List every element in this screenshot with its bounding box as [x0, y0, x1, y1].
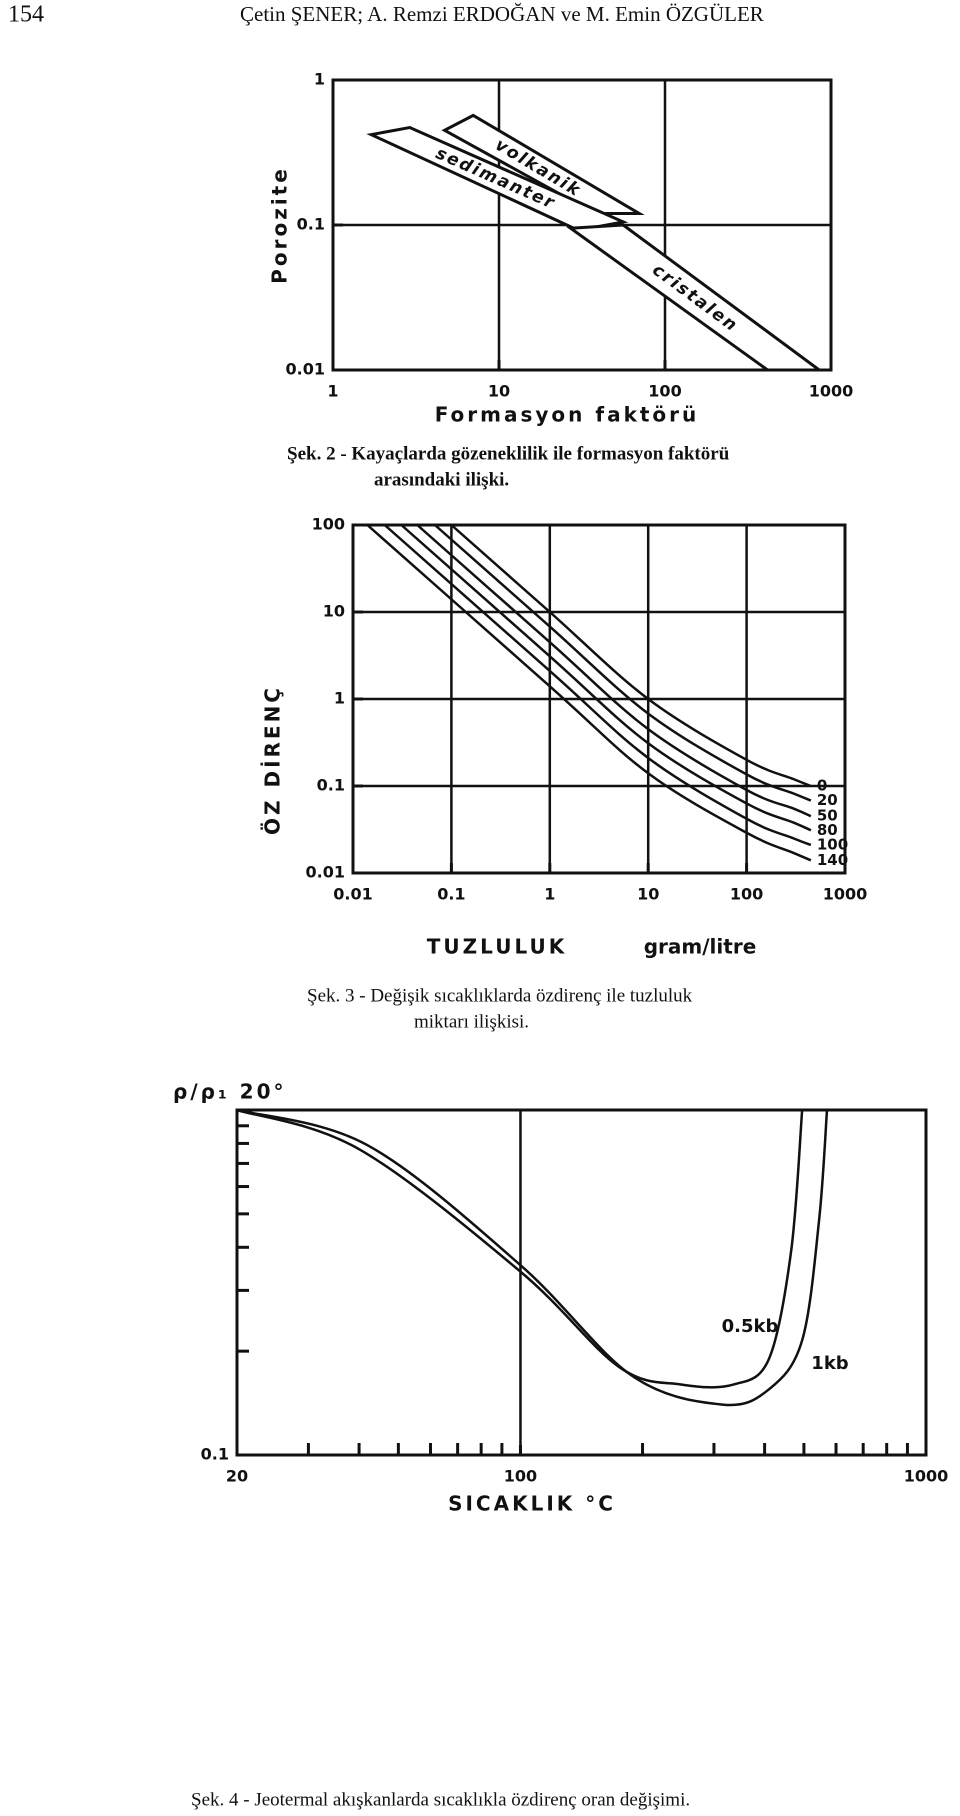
- curve-label: 50: [817, 807, 838, 825]
- y-tick-label: 100: [312, 515, 345, 534]
- y-tick-label: 0.1: [317, 776, 345, 795]
- y-axis-label: ÖZ DİRENÇ: [261, 685, 285, 835]
- region-label: cristalen: [648, 260, 741, 336]
- figure-caption: Şek. 4 - Jeotermal akışkanlarda sıcaklık…: [191, 1789, 690, 1810]
- region: [566, 223, 824, 372]
- y-tick-label: 1: [334, 689, 345, 708]
- plot-frame: [235, 1108, 928, 1457]
- figure-caption: Şek. 3 - Değişik sıcaklıklarda özdirenç …: [307, 985, 693, 1006]
- y-axis-label: Porozite: [268, 166, 292, 284]
- x-tick-label: 100: [504, 1467, 537, 1486]
- page-number: 154: [8, 2, 44, 28]
- y-tick-label: 0.1: [297, 215, 325, 234]
- y-tick-label: 0.1: [201, 1445, 229, 1464]
- x-tick-label: 1000: [904, 1467, 949, 1486]
- x-tick-label: 0.1: [437, 885, 465, 904]
- y-tick-label: 0.01: [286, 360, 325, 379]
- x-tick-label: 1: [544, 885, 555, 904]
- curve: [416, 524, 812, 818]
- x-tick-label: 10: [637, 885, 659, 904]
- x-tick-label: 20: [226, 1467, 248, 1486]
- x-tick-label: 100: [730, 885, 763, 904]
- curve-label: 0.5kb: [722, 1316, 779, 1337]
- x-tick-label: 0.01: [333, 885, 372, 904]
- curve-label: 1kb: [811, 1353, 848, 1374]
- curve: [366, 524, 812, 862]
- y-axis-label: ρ/ρ₁ 20°: [173, 1080, 287, 1104]
- x-tick-label: 1000: [823, 885, 868, 904]
- x-axis-unit: gram/litre: [644, 935, 757, 959]
- curve: [434, 524, 812, 802]
- figure-caption: Şek. 2 - Kayaçlarda gözeneklilik ile for…: [287, 443, 730, 464]
- curve: [383, 524, 812, 847]
- curve: [400, 524, 812, 832]
- curve: [450, 524, 812, 788]
- curve: [236, 1108, 829, 1407]
- curve-label: 100: [817, 835, 848, 853]
- curve-label: 140: [817, 851, 848, 869]
- y-tick-label: 1: [314, 70, 325, 89]
- curve-label: 0: [817, 777, 827, 795]
- curve: [236, 1108, 804, 1389]
- curve-label: 20: [817, 791, 838, 809]
- running-header: Çetin ŞENER; A. Remzi ERDOĞAN ve M. Emin…: [240, 2, 764, 26]
- figure-caption: miktarı ilişkisi.: [414, 1011, 529, 1032]
- x-axis-label: TUZLULUK: [427, 935, 567, 959]
- x-tick-label: 1000: [809, 382, 854, 401]
- figure-caption: arasındaki ilişki.: [374, 469, 509, 490]
- x-tick-label: 1: [327, 382, 338, 401]
- x-axis-label: SICAKLIK °C: [448, 1492, 616, 1516]
- curve-label: 80: [817, 821, 838, 839]
- y-tick-label: 0.01: [306, 863, 345, 882]
- x-tick-label: 100: [648, 382, 681, 401]
- x-tick-label: 10: [488, 382, 510, 401]
- x-axis-label: Formasyon faktörü: [435, 403, 700, 427]
- y-tick-label: 10: [323, 602, 345, 621]
